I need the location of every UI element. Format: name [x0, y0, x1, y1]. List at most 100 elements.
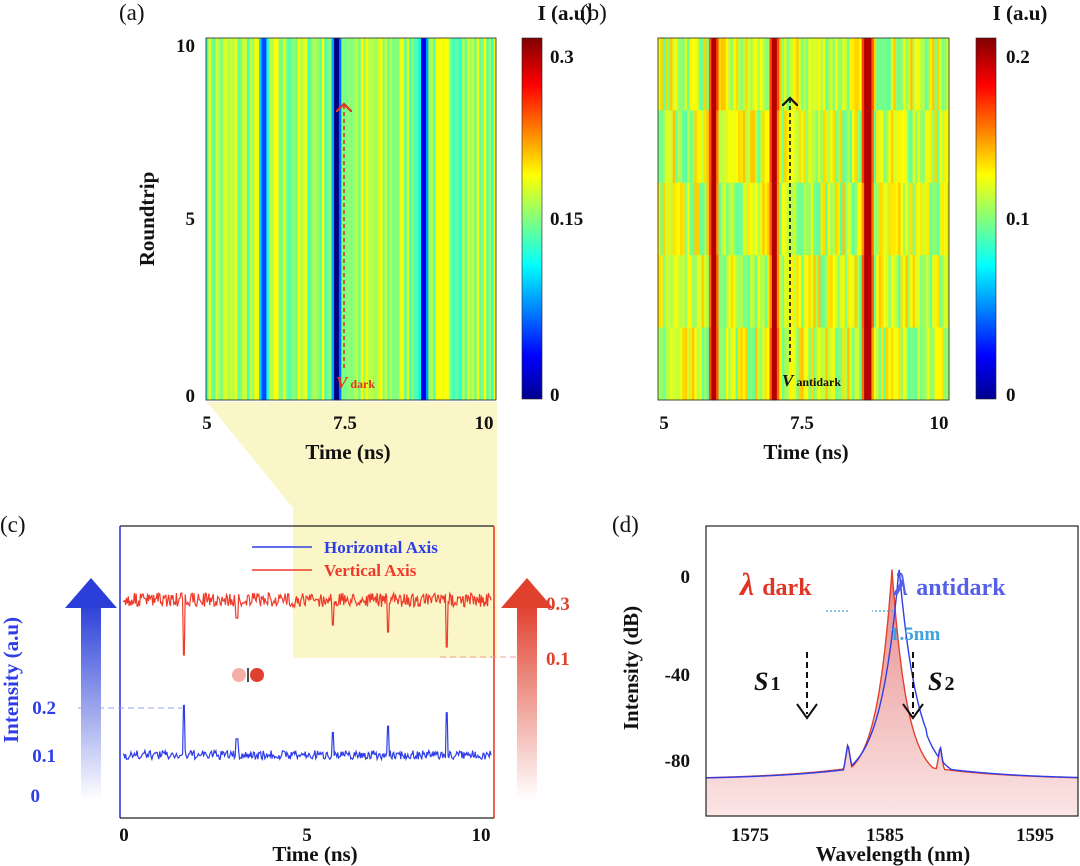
heatmap-cell — [658, 110, 661, 184]
heatmap-cell — [934, 38, 938, 111]
heatmap-cell — [934, 182, 938, 256]
heatmap-cell — [235, 38, 238, 401]
heatmap-cell — [215, 38, 219, 401]
heatmap-cell — [915, 255, 918, 328]
heatmap-cell — [912, 110, 916, 184]
heatmap-cell — [791, 110, 795, 184]
heatmap-cell — [885, 38, 889, 111]
colorbar-a — [521, 37, 543, 400]
heatmap-cell — [895, 38, 899, 111]
heatmap-cell — [844, 255, 848, 328]
heatmap-cell — [776, 255, 780, 328]
heatmap-cell — [428, 38, 432, 401]
heatmap-cell — [883, 38, 887, 111]
heatmap-cell — [742, 182, 746, 256]
heatmap-cell — [317, 38, 320, 401]
heatmap-cell — [331, 38, 335, 401]
heatmap-cell — [805, 255, 809, 328]
heatmap-cell — [864, 38, 867, 111]
heatmap-cell — [290, 38, 294, 401]
heatmap-cell — [488, 38, 492, 401]
heatmap-cell — [230, 38, 233, 401]
heatmap-cell — [820, 182, 824, 256]
heatmap-cell — [242, 38, 246, 401]
heatmap-cell — [665, 327, 669, 401]
heatmap-cell — [793, 182, 797, 256]
heatmap-cell — [208, 38, 212, 401]
heatmap-cell — [856, 327, 860, 401]
heatmap-cell — [738, 38, 741, 111]
c-xlabel: Time (ns) — [272, 842, 357, 866]
heatmap-cell — [900, 110, 904, 184]
heatmap-cell — [662, 182, 666, 256]
heatmap-cell — [713, 255, 717, 328]
heatmap-cell — [220, 38, 224, 401]
heatmap-cell — [380, 38, 383, 401]
heatmap-cell — [805, 182, 809, 256]
heatmap-cell — [779, 110, 783, 184]
heatmap-cell — [786, 38, 790, 111]
heatmap-cell — [694, 182, 698, 256]
heatmap-cell — [239, 38, 243, 401]
heatmap-cell — [919, 255, 923, 328]
heatmap-cell — [774, 255, 778, 328]
colorbar-b-tick-min: 0 — [1006, 385, 1016, 406]
heatmap-cell — [922, 110, 926, 184]
heatmap-cell — [835, 110, 838, 184]
heatmap-cell — [822, 38, 826, 111]
heatmap-cell — [871, 38, 875, 111]
heatmap-cell — [915, 327, 918, 401]
heatmap-cell — [457, 38, 461, 401]
heatmap-cell — [842, 327, 846, 401]
heatmap-cell — [895, 182, 899, 256]
heatmap-cell — [338, 38, 342, 401]
heatmap-cell — [932, 38, 935, 111]
spectrum-dark-fill — [706, 569, 1078, 816]
heatmap-cell — [767, 182, 770, 256]
heatmap-cell — [876, 327, 880, 401]
heatmap-cell — [788, 38, 792, 111]
heatmap-cell — [832, 110, 836, 184]
heatmap-cell — [793, 327, 797, 401]
heatmap-cell — [944, 38, 947, 111]
heatmap-cell — [852, 110, 855, 184]
heatmap-cell — [667, 327, 671, 401]
heatmap-cell — [905, 38, 909, 111]
heatmap-cell — [864, 327, 867, 401]
heatmap-cell — [363, 38, 366, 401]
heatmap-cell — [801, 327, 804, 401]
heatmap-cell — [757, 38, 761, 111]
heatmap-cell — [839, 110, 843, 184]
heatmap-cell — [844, 110, 848, 184]
heatmap-cell — [689, 110, 693, 184]
heatmap-cell — [927, 110, 930, 184]
heatmap-a-cells — [206, 38, 497, 401]
heatmap-cell — [832, 182, 836, 256]
heatmap-cell — [837, 110, 841, 184]
heatmap-cell — [890, 255, 894, 328]
heatmap-cell — [822, 327, 826, 401]
heatmap-cell — [491, 38, 494, 401]
heatmap-cell — [718, 182, 722, 256]
heatmap-cell — [701, 182, 705, 256]
heatmap-cell — [784, 110, 787, 184]
heatmap-cell — [206, 38, 209, 401]
heatmap-cell — [774, 327, 778, 401]
heatmap-cell — [905, 327, 909, 401]
heatmap-cell — [866, 38, 870, 111]
heatmap-cell — [915, 182, 918, 256]
b-xlabel: Time (ns) — [763, 440, 848, 464]
heatmap-cell — [227, 38, 231, 401]
heatmap-cell — [302, 38, 306, 401]
heatmap-cell — [759, 182, 763, 256]
heatmap-cell — [329, 38, 333, 401]
heatmap-cell — [895, 327, 899, 401]
heatmap-cell — [941, 327, 945, 401]
heatmap-cell — [677, 110, 681, 184]
heatmap-cell — [687, 255, 690, 328]
heatmap-cell — [837, 182, 841, 256]
heatmap-cell — [750, 255, 753, 328]
heatmap-cell — [876, 38, 880, 111]
heatmap-cell — [827, 38, 831, 111]
heatmap-cell — [733, 110, 736, 184]
